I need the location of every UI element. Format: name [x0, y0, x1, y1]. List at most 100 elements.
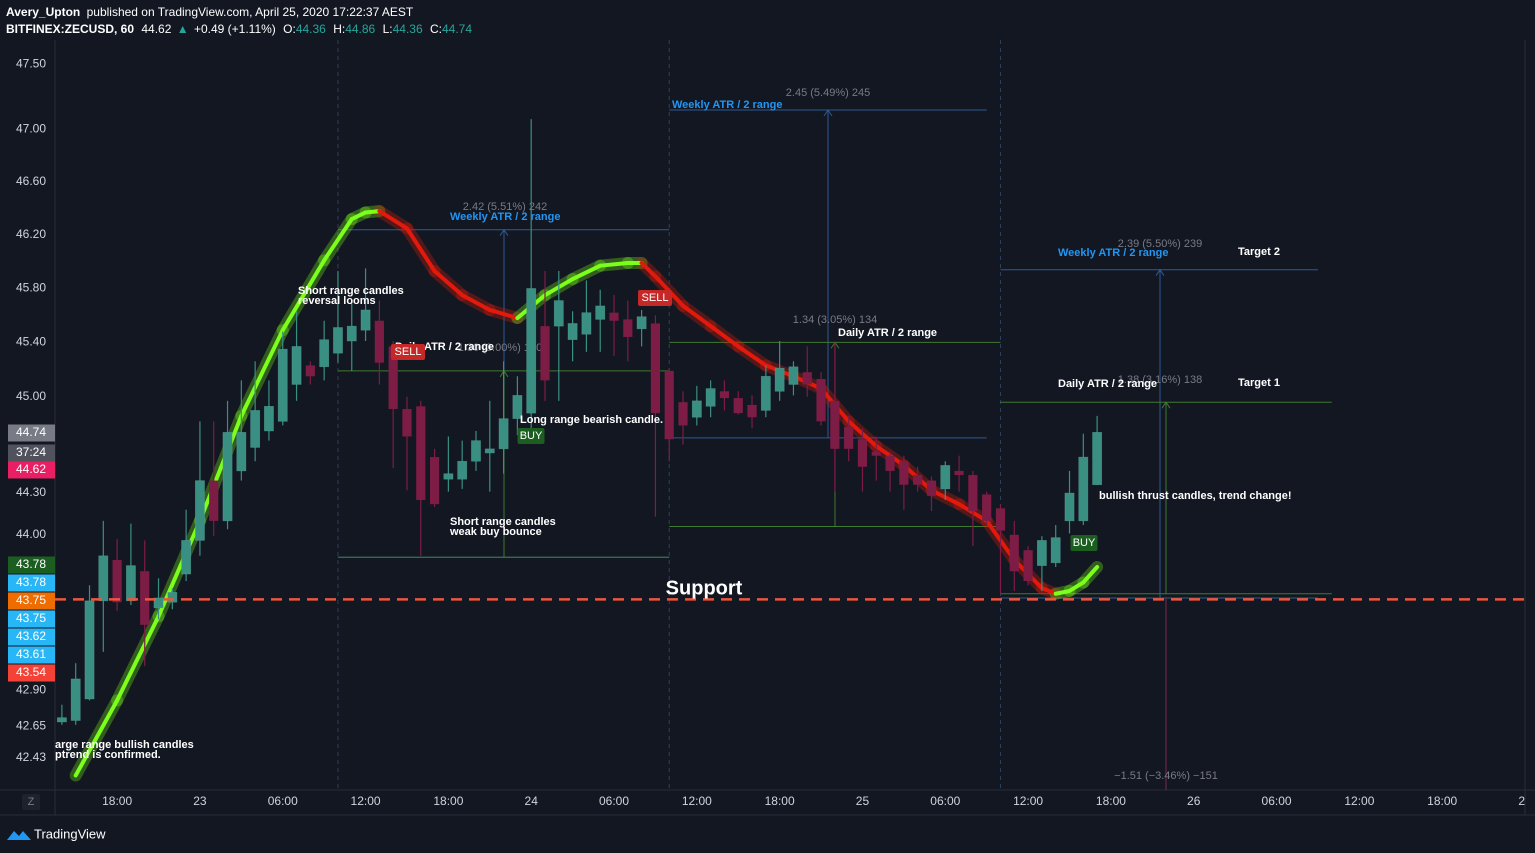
price-badge — [8, 574, 55, 592]
candle-body — [526, 288, 537, 414]
candle-body — [940, 465, 951, 490]
y-tick-label: 42.65 — [16, 718, 46, 732]
ma-line — [73, 698, 120, 778]
candle-body — [195, 480, 205, 541]
footer-brand[interactable]: TradingView — [34, 826, 106, 841]
drawdown-measure: −1.51 (−3.46%) −151 — [1114, 770, 1218, 782]
y-tick-label: 45.40 — [16, 335, 46, 349]
candle-body — [553, 300, 564, 327]
y-tick-label: 45.80 — [16, 281, 46, 295]
annotation: Short range candles — [450, 516, 556, 528]
candle-body — [1078, 456, 1089, 522]
price-badge-label: 43.75 — [16, 593, 46, 607]
ma-line — [460, 293, 492, 312]
range-arrow-head — [1155, 268, 1165, 276]
change-arrow: ▲ — [177, 22, 189, 36]
candle-body — [954, 470, 964, 476]
x-tick-label: 23 — [193, 794, 207, 808]
x-tick-label: 25 — [856, 794, 870, 808]
candle-body — [871, 451, 881, 456]
candle-body — [774, 367, 785, 392]
range-label: Weekly ATR / 2 range — [450, 211, 560, 223]
price-badge — [8, 646, 55, 664]
x-tick-label: 12:00 — [1013, 794, 1043, 808]
y-tick-label: 45.00 — [16, 389, 46, 403]
support-label: Support — [666, 578, 743, 600]
candle-body — [443, 473, 454, 480]
candle-body — [760, 375, 771, 411]
candle-body — [1037, 540, 1047, 566]
range-measure: 1.34 (3.05%) 134 — [793, 314, 877, 326]
ma-line — [736, 344, 768, 368]
candle-body — [209, 480, 219, 521]
ohlc-label: C: — [430, 22, 442, 36]
signal-box — [391, 344, 425, 360]
ma-line — [432, 269, 465, 298]
candle-body — [84, 600, 95, 700]
published-text: published on TradingView.com, April 25, … — [87, 5, 414, 19]
candle-body — [112, 559, 122, 603]
x-tick-label: 18:00 — [433, 794, 463, 808]
annotation: Long range bearish candle. — [520, 414, 663, 426]
price-badge-label: 44.74 — [16, 425, 46, 439]
candle-body — [595, 305, 606, 320]
ohlc-value: 44.86 — [345, 22, 375, 36]
scale-button[interactable] — [22, 794, 40, 810]
ma-line — [1081, 565, 1100, 585]
candle-body — [98, 555, 109, 602]
candle-body — [788, 366, 799, 385]
price-badge-label: 43.62 — [16, 629, 46, 643]
ma-line — [681, 303, 713, 329]
range-label: Weekly ATR / 2 range — [672, 99, 782, 111]
ma-line — [708, 324, 741, 349]
price-badge-label: 43.54 — [16, 665, 46, 679]
change: +0.49 (+1.11%) — [194, 22, 276, 36]
annotation: arge range bullish candles — [55, 739, 194, 751]
candle-body — [1092, 432, 1103, 486]
x-tick-label: 06:00 — [1262, 794, 1292, 808]
range-label: Daily ATR / 2 range — [1058, 378, 1157, 390]
ohlc-label: L: — [383, 22, 393, 36]
logo-icon[interactable] — [7, 831, 31, 840]
price-badge-label: 37:24 — [16, 445, 46, 459]
y-tick-label: 44.30 — [16, 485, 46, 499]
x-tick-label: 06:00 — [599, 794, 629, 808]
x-tick-label: 18:00 — [1096, 794, 1126, 808]
candle-body — [705, 388, 716, 407]
candle-body — [747, 404, 757, 418]
x-tick-label: 18:00 — [765, 794, 795, 808]
price-badge-label: 43.78 — [16, 557, 46, 571]
candle-body — [429, 457, 440, 505]
scale-button-label[interactable]: Z — [28, 796, 35, 808]
y-tick-label: 42.43 — [16, 750, 46, 764]
ohlc-value: 44.36 — [393, 22, 423, 36]
candle-body — [402, 409, 412, 437]
range-label: Daily ATR / 2 range — [838, 327, 937, 339]
candle-body — [319, 339, 330, 368]
range-measure: 2.39 (5.50%) 239 — [1118, 238, 1202, 250]
ma-line — [197, 413, 244, 523]
candle-body — [250, 410, 261, 448]
candle-body — [333, 327, 343, 354]
target-label: Target 1 — [1238, 377, 1280, 389]
candle-body — [885, 455, 895, 471]
footer-logo[interactable] — [7, 831, 31, 840]
annotation: ptrend is confirmed. — [55, 749, 161, 761]
y-tick-label: 47.00 — [16, 122, 46, 136]
candle-body — [857, 439, 868, 467]
candle-body — [388, 346, 398, 410]
annotation: Short range candles — [298, 285, 404, 297]
candle-body — [305, 365, 315, 377]
candle-body — [153, 597, 164, 609]
range-arrow-head — [1161, 401, 1171, 409]
signal-label: SELL — [642, 292, 669, 304]
time-axis: 18:00 23 06:00 12:00 18:00 24 06:00 12:00 18:00 2… — [102, 794, 1525, 808]
author[interactable]: Avery_Upton — [6, 5, 80, 19]
symbol[interactable]: BITFINEX:ZECUSD, 60 — [6, 22, 134, 36]
signal-box — [1070, 535, 1098, 551]
ma-line — [363, 209, 382, 215]
ohlc-label: O: — [283, 22, 296, 36]
annotation: bullish thrust candles, trend change! — [1099, 490, 1292, 502]
